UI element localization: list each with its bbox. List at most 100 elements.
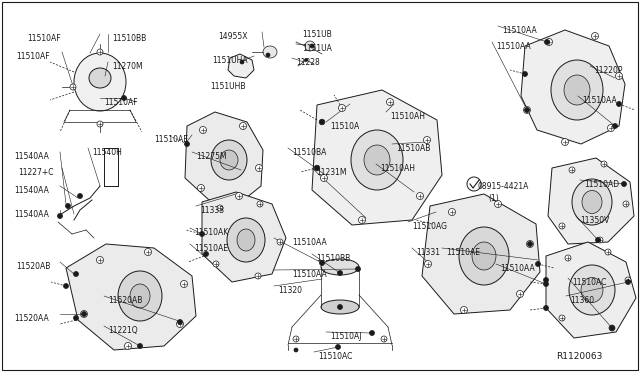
Text: 11540H: 11540H [92,148,122,157]
Ellipse shape [351,130,403,190]
Text: 11540AA: 11540AA [14,210,49,219]
Text: 11510AC: 11510AC [318,352,353,361]
Circle shape [65,203,70,208]
Polygon shape [548,158,634,244]
Text: 11540AA: 11540AA [14,186,49,195]
Text: 11510AA: 11510AA [500,264,535,273]
Text: 14955X: 14955X [218,32,248,41]
Ellipse shape [564,75,590,105]
Text: 11228: 11228 [296,58,320,67]
Text: 11510AC: 11510AC [572,278,606,287]
Circle shape [200,126,207,134]
Text: 11510AA: 11510AA [292,238,327,247]
Ellipse shape [220,150,238,170]
Circle shape [337,270,342,276]
Circle shape [424,260,431,267]
Text: 1151UB: 1151UB [302,30,332,39]
Text: 11510BB: 11510BB [112,34,147,43]
Circle shape [63,283,68,289]
Circle shape [239,122,246,129]
Circle shape [122,96,127,100]
Ellipse shape [321,300,359,314]
Ellipse shape [472,242,496,270]
Text: 11270M: 11270M [112,62,143,71]
Text: 11350V: 11350V [580,216,609,225]
Circle shape [591,32,598,39]
Text: 11333: 11333 [200,206,224,215]
Text: 11520AA: 11520AA [14,314,49,323]
Text: 11510AF: 11510AF [104,98,138,107]
Circle shape [417,192,424,199]
Circle shape [609,326,614,330]
Circle shape [319,260,324,266]
Text: 11227+C: 11227+C [18,168,54,177]
Circle shape [369,330,374,336]
Circle shape [625,277,631,283]
Circle shape [536,262,541,266]
Ellipse shape [227,218,265,262]
Circle shape [561,138,568,145]
Circle shape [184,141,189,147]
Circle shape [125,343,131,350]
Text: 11510AE: 11510AE [194,244,228,253]
Text: 11231M: 11231M [316,168,346,177]
Circle shape [200,231,205,237]
Text: 11510AA: 11510AA [502,26,537,35]
Circle shape [177,320,182,324]
Text: 11510AA: 11510AA [292,270,327,279]
Circle shape [424,137,431,144]
Circle shape [607,125,614,131]
Circle shape [339,105,346,112]
Circle shape [601,161,607,167]
Ellipse shape [130,284,150,308]
Circle shape [177,321,184,327]
Ellipse shape [305,41,315,51]
Circle shape [319,119,325,125]
Text: 1151UHB: 1151UHB [210,82,246,91]
Polygon shape [546,242,636,338]
Text: 11360: 11360 [570,296,594,305]
Circle shape [293,336,299,342]
Text: 1151UHA: 1151UHA [212,56,248,65]
Circle shape [625,279,630,285]
Text: 11510AF: 11510AF [27,34,61,43]
Polygon shape [521,30,625,144]
Ellipse shape [569,265,615,315]
Text: 11510AD: 11510AD [584,180,619,189]
Circle shape [145,248,152,256]
Circle shape [77,193,83,199]
Ellipse shape [237,229,255,251]
Text: 11540AA: 11540AA [14,152,49,161]
Circle shape [236,192,243,199]
Circle shape [495,201,502,208]
Ellipse shape [263,46,277,58]
Circle shape [609,325,615,331]
Ellipse shape [118,271,162,321]
Text: 11510AF: 11510AF [16,52,50,61]
Ellipse shape [211,140,247,180]
Text: 11510AA: 11510AA [582,96,617,105]
Circle shape [97,257,104,263]
Text: 11220P: 11220P [594,66,623,75]
Circle shape [81,311,86,317]
Circle shape [204,251,209,257]
Text: 11510AA: 11510AA [496,42,531,51]
Circle shape [545,39,550,45]
Text: 11510AJ: 11510AJ [330,332,362,341]
Circle shape [381,336,387,342]
Text: 11520AB: 11520AB [16,262,51,271]
Ellipse shape [74,53,126,111]
Circle shape [97,49,103,55]
Text: 11510AH: 11510AH [380,164,415,173]
Circle shape [461,307,467,314]
Circle shape [294,348,298,352]
Circle shape [255,164,262,171]
Circle shape [387,99,394,106]
Circle shape [321,174,328,182]
Polygon shape [422,194,540,314]
Circle shape [213,261,219,267]
Polygon shape [202,192,286,282]
Text: 11275M: 11275M [196,152,227,161]
Text: 11510BB: 11510BB [316,254,350,263]
Text: 1151UA: 1151UA [302,44,332,53]
